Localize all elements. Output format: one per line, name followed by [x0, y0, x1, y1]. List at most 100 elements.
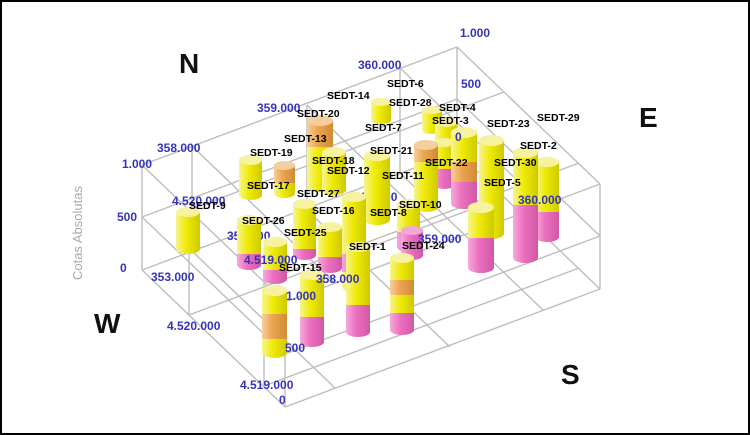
well-label: SEDT-11 [382, 170, 425, 182]
well-label: SEDT-13 [284, 133, 327, 145]
wireframe-edge [141, 46, 458, 166]
axis-tick-label: 0 [279, 393, 286, 407]
well-column-segment-yellow [364, 155, 390, 225]
well-column-segment-pink [468, 238, 494, 273]
well-column-top-cap [364, 149, 390, 161]
axis-tick-label: 0 [120, 261, 127, 275]
well-column-top-cap [342, 192, 366, 202]
axis-tick-label: 1.000 [122, 157, 153, 171]
well-column-top-cap [261, 284, 287, 296]
axis-tick-label: 4.519.000 [244, 253, 298, 267]
well-column-top-cap [263, 237, 287, 247]
well-label: SEDT-6 [387, 78, 424, 90]
well-label: SEDT-25 [284, 227, 327, 239]
well-label: SEDT-18 [312, 155, 355, 167]
well-label: SEDT-26 [242, 215, 285, 227]
wireframe-edge [141, 216, 286, 355]
well-column-segment-yellow [318, 227, 342, 257]
axis-tick-label: 359.000 [257, 101, 301, 115]
well-column-segment-pink [512, 205, 538, 263]
well-column-segment-yellow [433, 142, 455, 169]
well-column-segment-pink [300, 317, 324, 347]
well-column-top-cap [451, 126, 477, 138]
well-label: SEDT-7 [365, 122, 402, 134]
well-label: SEDT-9 [189, 200, 226, 212]
wireframe-edge [191, 145, 336, 284]
well-column-segment-pink [346, 305, 370, 337]
well-column-segment-yellow [322, 152, 346, 195]
wireframe-edge [141, 98, 458, 218]
well-column-segment-yellow [300, 275, 324, 317]
well-label: SEDT-17 [247, 180, 290, 192]
well-label: SEDT-22 [425, 157, 468, 169]
axis-tick-label: 358.000 [157, 141, 201, 155]
well-label: SEDT-21 [370, 145, 413, 157]
well-column-top-cap [307, 114, 333, 126]
well-label: SEDT-8 [370, 207, 407, 219]
axis-tick-label: 360.000 [518, 193, 562, 207]
well-label: SEDT-30 [494, 157, 537, 169]
well-label: SEDT-14 [327, 90, 370, 102]
well-label: SEDT-29 [537, 112, 580, 124]
well-column-segment-yellow [371, 102, 391, 124]
well-label: SEDT-19 [250, 147, 293, 159]
well-label: SEDT-15 [279, 262, 322, 274]
axis-tick-label: 4.520.000 [167, 319, 221, 333]
axis-tick-label: 1.000 [286, 289, 317, 303]
well-column-segment-yellow [273, 183, 295, 198]
well-column-segment-yellow [396, 204, 420, 232]
well-label: SEDT-10 [399, 199, 442, 211]
well-label: SEDT-24 [402, 240, 445, 252]
well-column-top-cap [535, 157, 559, 167]
well-column-top-cap [238, 155, 262, 165]
well-column-segment-orange [261, 314, 287, 339]
wireframe-edge [284, 288, 601, 408]
axis-tick-label: 0 [455, 130, 462, 144]
well-column-segment-yellow [346, 247, 370, 305]
well-label: SEDT-4 [439, 102, 476, 114]
well-column-segment-pink [263, 270, 287, 284]
well-column-top-cap [468, 201, 494, 213]
axis-tick-label: 4.519.000 [240, 378, 294, 392]
well-column-segment-pink [535, 212, 559, 242]
well-column-segment-yellow [237, 220, 261, 254]
well-column-top-cap [478, 134, 504, 146]
well-column-top-cap [371, 98, 391, 106]
well-column-segment-orange [390, 280, 414, 295]
well-column-top-cap [318, 222, 342, 232]
wireframe-edge [284, 235, 601, 355]
well-label: SEDT-2 [520, 140, 557, 152]
well-column-top-cap [176, 207, 200, 217]
axis-tick-label: 358.000 [316, 272, 360, 286]
axis-tick-label: 500 [117, 210, 138, 224]
well-column-top-cap [237, 215, 261, 225]
well-column-top-cap [512, 146, 538, 158]
axis-tick-label: 500 [285, 341, 306, 355]
well-column-top-cap [346, 242, 370, 252]
well-column-top-cap [433, 137, 455, 147]
well-column-top-cap [396, 199, 420, 209]
well-column-segment-yellow [238, 160, 262, 200]
well-column-top-cap [435, 117, 457, 127]
well-column-segment-pink [433, 169, 455, 189]
well-column-top-cap [273, 160, 295, 170]
wireframe-edge [141, 269, 286, 408]
well-column-top-cap [390, 253, 414, 263]
well-column-segment-yellow [261, 339, 287, 358]
axis-tick-label: 1.000 [460, 26, 491, 40]
well-column-segment-yellow [176, 212, 200, 254]
axis-tick-label: 500 [461, 77, 482, 91]
well-column-segment-pink [292, 249, 316, 260]
well-column-top-cap [322, 147, 346, 157]
well-column-segment-yellow [512, 152, 538, 205]
well-column-top-cap [300, 270, 324, 280]
well-column-top-cap [401, 225, 423, 235]
well-label: SEDT-16 [312, 205, 355, 217]
well-column-segment-orange [451, 162, 477, 182]
axis-tick-label: 353.000 [151, 270, 195, 284]
wireframe-edge [263, 267, 580, 387]
well-label: SEDT-12 [327, 165, 370, 177]
axis-tick-label: 360.000 [358, 58, 402, 72]
